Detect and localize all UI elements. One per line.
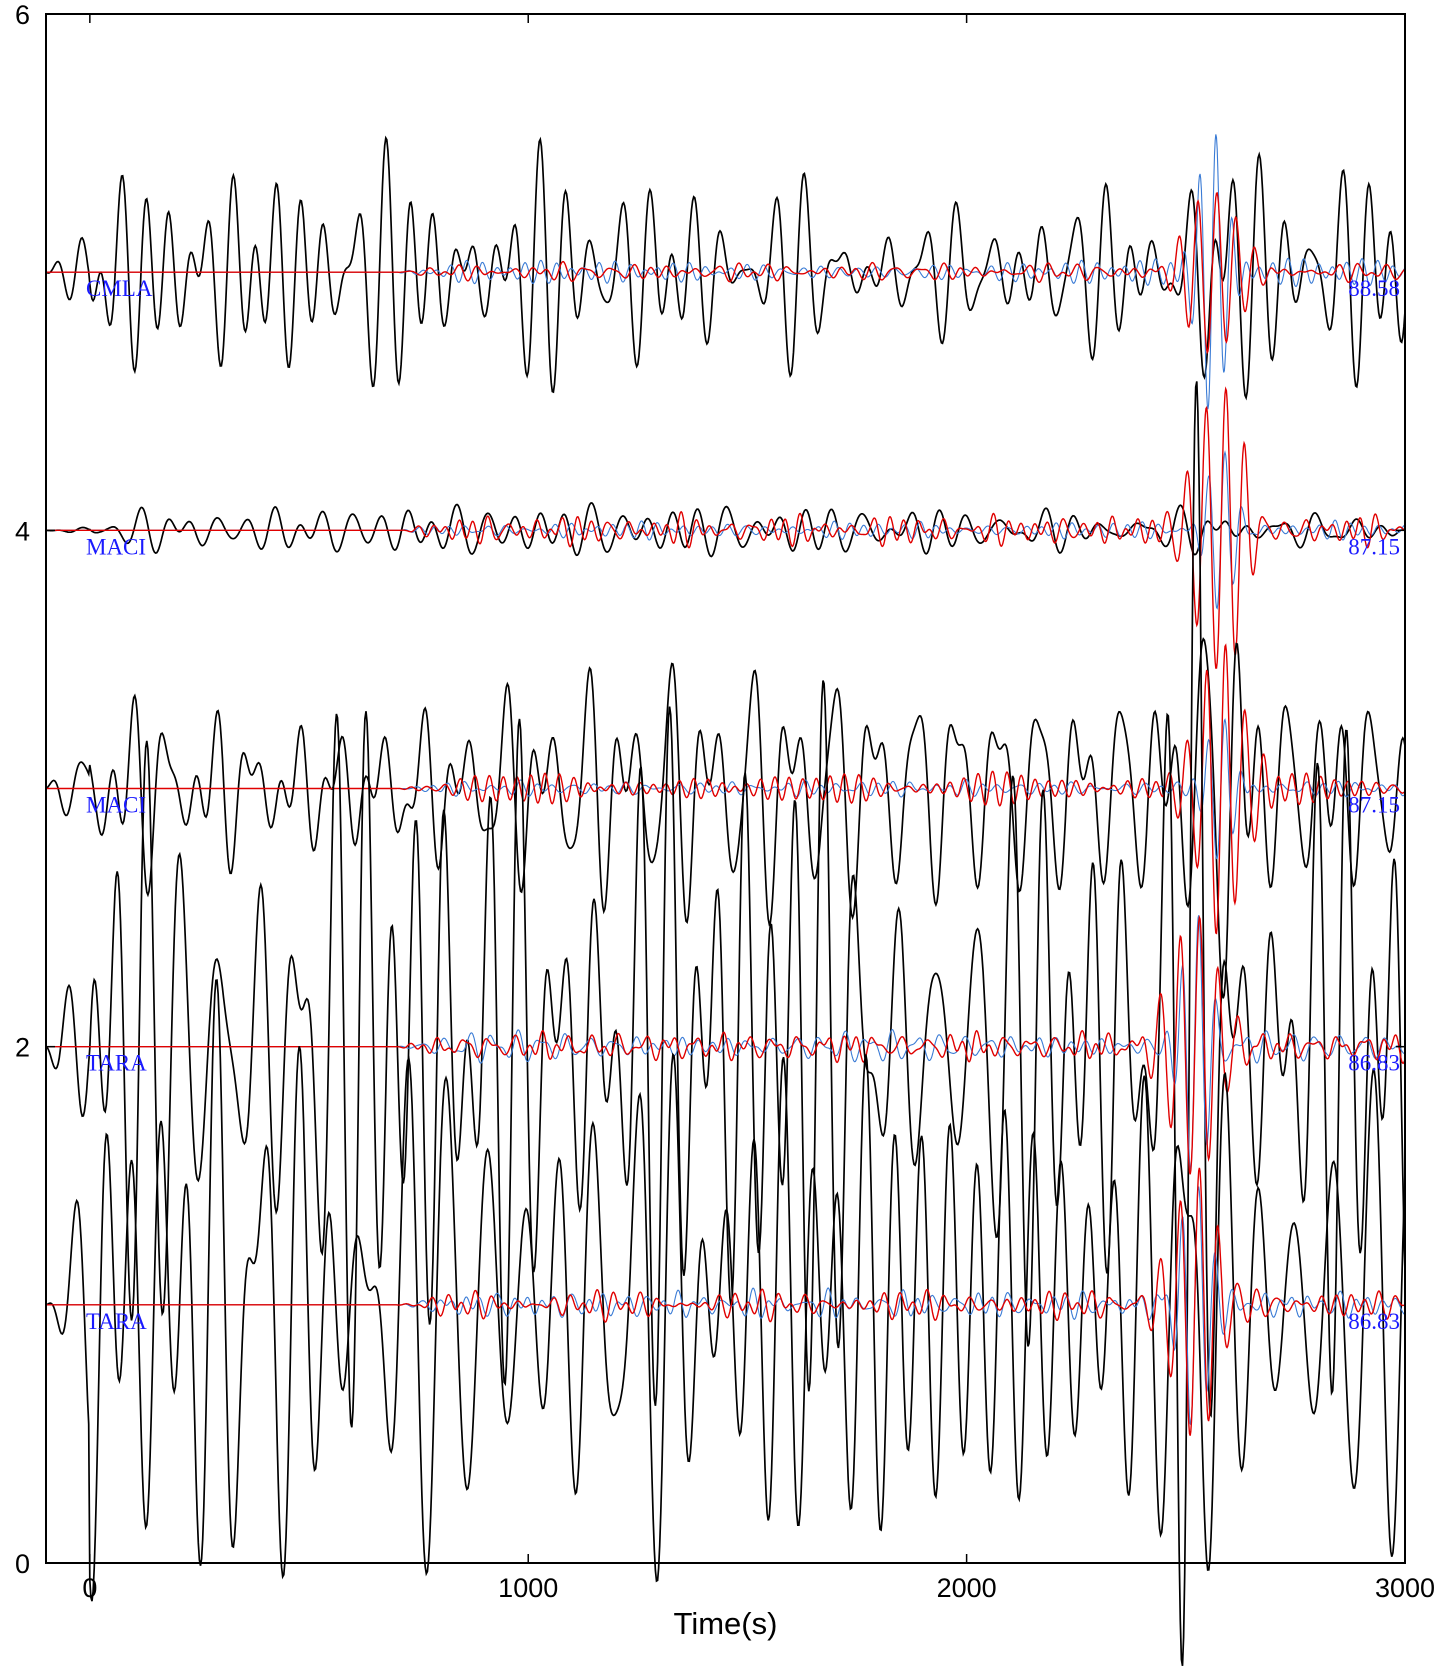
station-label: MACI [86, 793, 146, 818]
observed-trace [45, 381, 1406, 1666]
trace-group [45, 637, 1406, 999]
distance-label: 87.15 [1348, 793, 1400, 818]
distance-label: 86.83 [1348, 1051, 1400, 1076]
y-tick-label: 0 [15, 1549, 30, 1579]
station-label: MACI [86, 534, 146, 559]
x-tick-label: 1000 [498, 1573, 558, 1603]
trace-group [45, 134, 1406, 410]
x-tick-label: 0 [82, 1573, 97, 1603]
synthetic-trace-red [46, 192, 1406, 355]
y-tick-label: 2 [15, 1033, 30, 1063]
x-tick-label: 3000 [1375, 1573, 1435, 1603]
observed-trace [45, 979, 1406, 1602]
synthetic-trace-red [46, 1167, 1405, 1436]
axis-ticks-layer: 0 1000 2000 3000 0 2 4 6 [15, 0, 1435, 1603]
y-tick-label: 6 [15, 0, 30, 30]
station-label: CMLA [86, 276, 153, 301]
plot-frame [45, 13, 1406, 1564]
x-axis-title: Time(s) [674, 1606, 778, 1641]
trace-labels-layer: CMLA 88.58 MACI 87.15 MACI 87.15 TARA 86.83 TARA… [86, 276, 1400, 1334]
observed-trace [45, 501, 1405, 558]
traces-layer [45, 134, 1406, 1666]
distance-label: 86.83 [1348, 1309, 1400, 1334]
observed-trace [45, 135, 1406, 401]
synthetic-trace-red [46, 914, 1406, 1175]
y-tick-label: 4 [15, 516, 30, 546]
observed-trace [45, 637, 1406, 999]
synthetic-trace-red [46, 643, 1406, 935]
distance-label: 88.58 [1348, 276, 1400, 301]
distance-label: 87.15 [1348, 534, 1400, 559]
station-label: TARA [86, 1309, 147, 1334]
trace-group [45, 386, 1406, 669]
trace-group [45, 979, 1406, 1602]
station-label: TARA [86, 1051, 147, 1076]
trace-group [45, 381, 1406, 1666]
x-tick-label: 2000 [937, 1573, 997, 1603]
synthetic-trace-red [46, 386, 1406, 669]
